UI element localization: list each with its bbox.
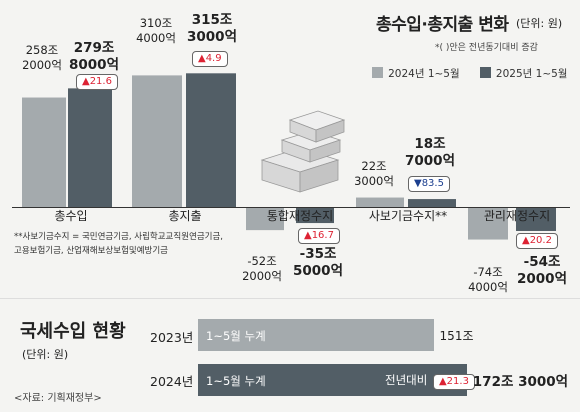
bar-2025-social-fund	[408, 199, 456, 207]
tax-year-label-2024: 2024년	[150, 374, 194, 389]
change-text-social-fund: ▼83.5	[414, 178, 444, 189]
tax-section-title: 국세수입 현황	[20, 321, 126, 342]
tax-bar-2024	[198, 364, 467, 396]
change-text-managed-balance: ▲20.2	[522, 235, 552, 246]
legend-label-2025: 2025년 1~5월	[495, 68, 568, 80]
tax-bar-2023	[198, 319, 434, 351]
tax-change-label: 전년대비 ▲21.3	[385, 372, 475, 390]
bar-2024-integrated-balance	[246, 208, 284, 231]
value-label-2025-managed-balance: -54조 2000억	[517, 254, 567, 287]
tax-bar-label-2024: 1~5월 누계	[206, 374, 266, 388]
tax-change-badge: ▲21.3	[432, 374, 475, 390]
tax-unit-label: (단위: 원)	[22, 348, 69, 361]
value-label-2024-total-expenditure: 310조 4000억	[136, 16, 176, 45]
value-label-2025-total-expenditure: 315조 3000억	[187, 12, 237, 45]
bar-2025-total-revenue	[68, 88, 112, 207]
change-note: *( )안은 전년동기대비 증감	[435, 43, 538, 53]
zero-baseline	[12, 207, 570, 208]
bar-2025-total-expenditure	[186, 73, 236, 207]
category-label-integrated-balance: 통합재정수지	[266, 209, 334, 223]
value-label-2024-social-fund: 22조 3000억	[354, 159, 394, 188]
change-badge-total-revenue: ▲21.6	[76, 74, 118, 90]
footnote-line-1: **사보기금수지 = 국민연금기금, 사립학교교직원연금기금,	[14, 232, 223, 242]
tax-change-prefix: 전년대비	[385, 373, 428, 387]
legend-swatch-2024	[372, 67, 383, 78]
bar-2024-total-expenditure	[132, 75, 182, 207]
change-text-integrated-balance: ▲16.7	[304, 230, 334, 241]
section-divider	[0, 298, 580, 299]
value-label-2025-integrated-balance: -35조 5000억	[293, 246, 343, 279]
bar-2025-integrated-balance	[296, 208, 334, 224]
value-label-2025-social-fund: 18조 7000억	[405, 136, 455, 169]
change-text-total-revenue: ▲21.6	[82, 76, 112, 87]
legend-label-2024: 2024년 1~5월	[388, 68, 460, 80]
category-label-total-expenditure: 총지출	[168, 209, 202, 223]
money-stack-icon	[260, 110, 346, 193]
category-label-managed-balance: 관리재정수지	[483, 209, 551, 223]
category-label-total-revenue: 총수입	[54, 209, 88, 223]
tax-bar-label-2023: 1~5월 누계	[206, 329, 266, 343]
value-label-2025-total-revenue: 279조 8000억	[69, 40, 119, 73]
revenue-expenditure-chart	[22, 73, 556, 240]
category-label-social-fund: 사보기금수지**	[368, 209, 448, 223]
value-label-2024-managed-balance: -74조 4000억	[468, 265, 508, 294]
change-badge-social-fund: ▼83.5	[408, 176, 450, 192]
bar-2024-total-revenue	[22, 97, 66, 207]
value-label-2024-integrated-balance: -52조 2000억	[242, 254, 282, 283]
legend: 2024년 1~5월 2025년 1~5월	[372, 62, 567, 81]
bar-2025-managed-balance	[516, 208, 556, 231]
bar-2024-managed-balance	[468, 208, 508, 240]
change-badge-total-expenditure: ▲4.9	[192, 51, 228, 67]
tax-value-2024: 172조 3000억	[472, 374, 569, 390]
tax-change-text: ▲21.3	[438, 376, 469, 387]
chart-title: 총수입·총지출 변화	[376, 15, 509, 35]
change-badge-integrated-balance: ▲16.7	[298, 228, 340, 244]
change-badge-managed-balance: ▲20.2	[516, 233, 558, 249]
unit-label: (단위: 원)	[516, 17, 563, 30]
change-text-total-expenditure: ▲4.9	[198, 53, 222, 64]
legend-swatch-2025	[479, 67, 491, 78]
value-label-2024-total-revenue: 258조 2000억	[22, 43, 62, 72]
bar-2024-social-fund	[356, 197, 404, 207]
footnote-line-2: 고용보험기금, 산업재해보상보험및예방기금	[14, 246, 168, 256]
tax-value-2023: 151조	[439, 329, 474, 343]
source-label: <자료: 기획재정부>	[14, 393, 102, 404]
tax-year-label-2023: 2023년	[150, 330, 194, 345]
